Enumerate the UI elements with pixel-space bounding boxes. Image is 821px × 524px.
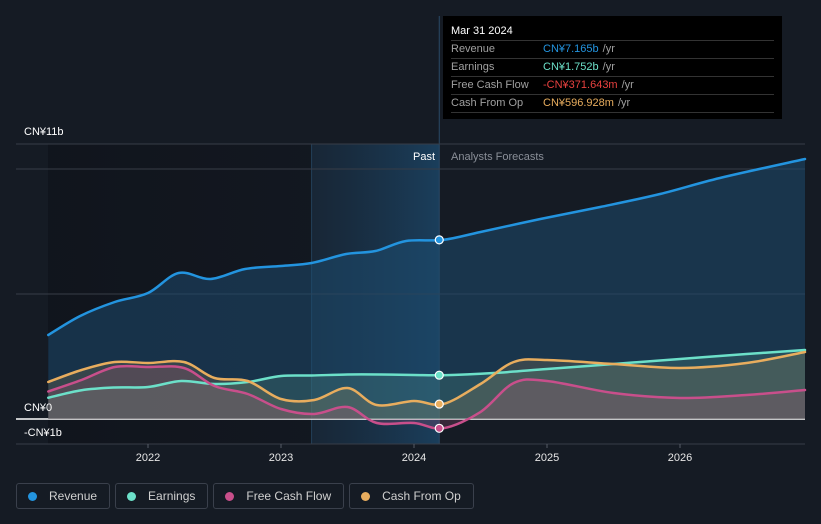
tooltip-row-earnings: Earnings CN¥1.752b /yr (451, 59, 774, 77)
legend-item-cash-from-op[interactable]: Cash From Op (349, 483, 474, 509)
tooltip-row-revenue: Revenue CN¥7.165b /yr (451, 41, 774, 59)
tooltip-value: CN¥596.928m (543, 97, 614, 109)
x-tick-label-2023: 2023 (269, 452, 293, 464)
cash-from-op-area (48, 352, 806, 419)
tooltip-unit: /yr (602, 61, 615, 73)
tooltip: Mar 31 2024 Revenue CN¥7.165b /yr Earnin… (443, 16, 782, 119)
y-tick-label-neg1b: -CN¥1b (24, 427, 62, 439)
legend-label: Revenue (49, 489, 98, 503)
tooltip-value: CN¥7.165b (543, 43, 599, 55)
tooltip-value: -CN¥371.643m (543, 79, 618, 91)
free-cash-flow-line (47, 364, 807, 430)
tooltip-unit: /yr (602, 43, 615, 55)
cash-from-op-marker (434, 399, 444, 409)
x-tick-label-2026: 2026 (668, 452, 692, 464)
earnings-marker (434, 370, 444, 380)
tooltip-label: Cash From Op (451, 97, 524, 109)
legend: Revenue Earnings Free Cash Flow Cash Fro… (16, 483, 474, 509)
past-label: Past (413, 151, 435, 163)
tooltip-row-free-cash-flow: Free Cash Flow -CN¥371.643m /yr (451, 77, 774, 95)
free-cash-flow-dot-icon (225, 491, 235, 501)
x-tick-label-2025: 2025 (535, 452, 559, 464)
tooltip-label: Revenue (451, 43, 496, 55)
earnings-dot-icon (127, 491, 137, 501)
x-tick-label-2024: 2024 (402, 452, 426, 464)
earnings-area (48, 350, 806, 419)
revenue-line (47, 157, 807, 337)
tooltip-unit: /yr (621, 79, 634, 91)
legend-label: Cash From Op (382, 489, 461, 503)
revenue-dot-icon (28, 491, 37, 501)
tooltip-label: Earnings (451, 61, 495, 73)
cash-from-op-dot-icon (361, 491, 371, 501)
legend-item-earnings[interactable]: Earnings (115, 483, 209, 509)
free-cash-flow-marker (434, 423, 444, 433)
tooltip-value: CN¥1.752b (543, 61, 599, 73)
tooltip-unit: /yr (617, 97, 631, 109)
forecast-label: Analysts Forecasts (451, 151, 544, 163)
tooltip-row-cash-from-op: Cash From Op CN¥596.928m /yr (451, 95, 774, 113)
legend-item-free-cash-flow[interactable]: Free Cash Flow (213, 483, 345, 509)
free-cash-flow-area (48, 365, 806, 429)
legend-label: Earnings (148, 489, 196, 503)
cash-from-op-line (47, 350, 807, 407)
y-tick-label-11b: CN¥11b (24, 126, 64, 138)
legend-label: Free Cash Flow (246, 489, 332, 503)
tooltip-label: Free Cash Flow (451, 79, 529, 91)
revenue-area (48, 159, 806, 419)
legend-item-revenue[interactable]: Revenue (16, 483, 111, 509)
x-tick-label-2022: 2022 (136, 452, 160, 464)
tooltip-date: Mar 31 2024 (451, 23, 774, 41)
revenue-marker (434, 235, 444, 245)
y-tick-label-0: CN¥0 (24, 402, 52, 414)
